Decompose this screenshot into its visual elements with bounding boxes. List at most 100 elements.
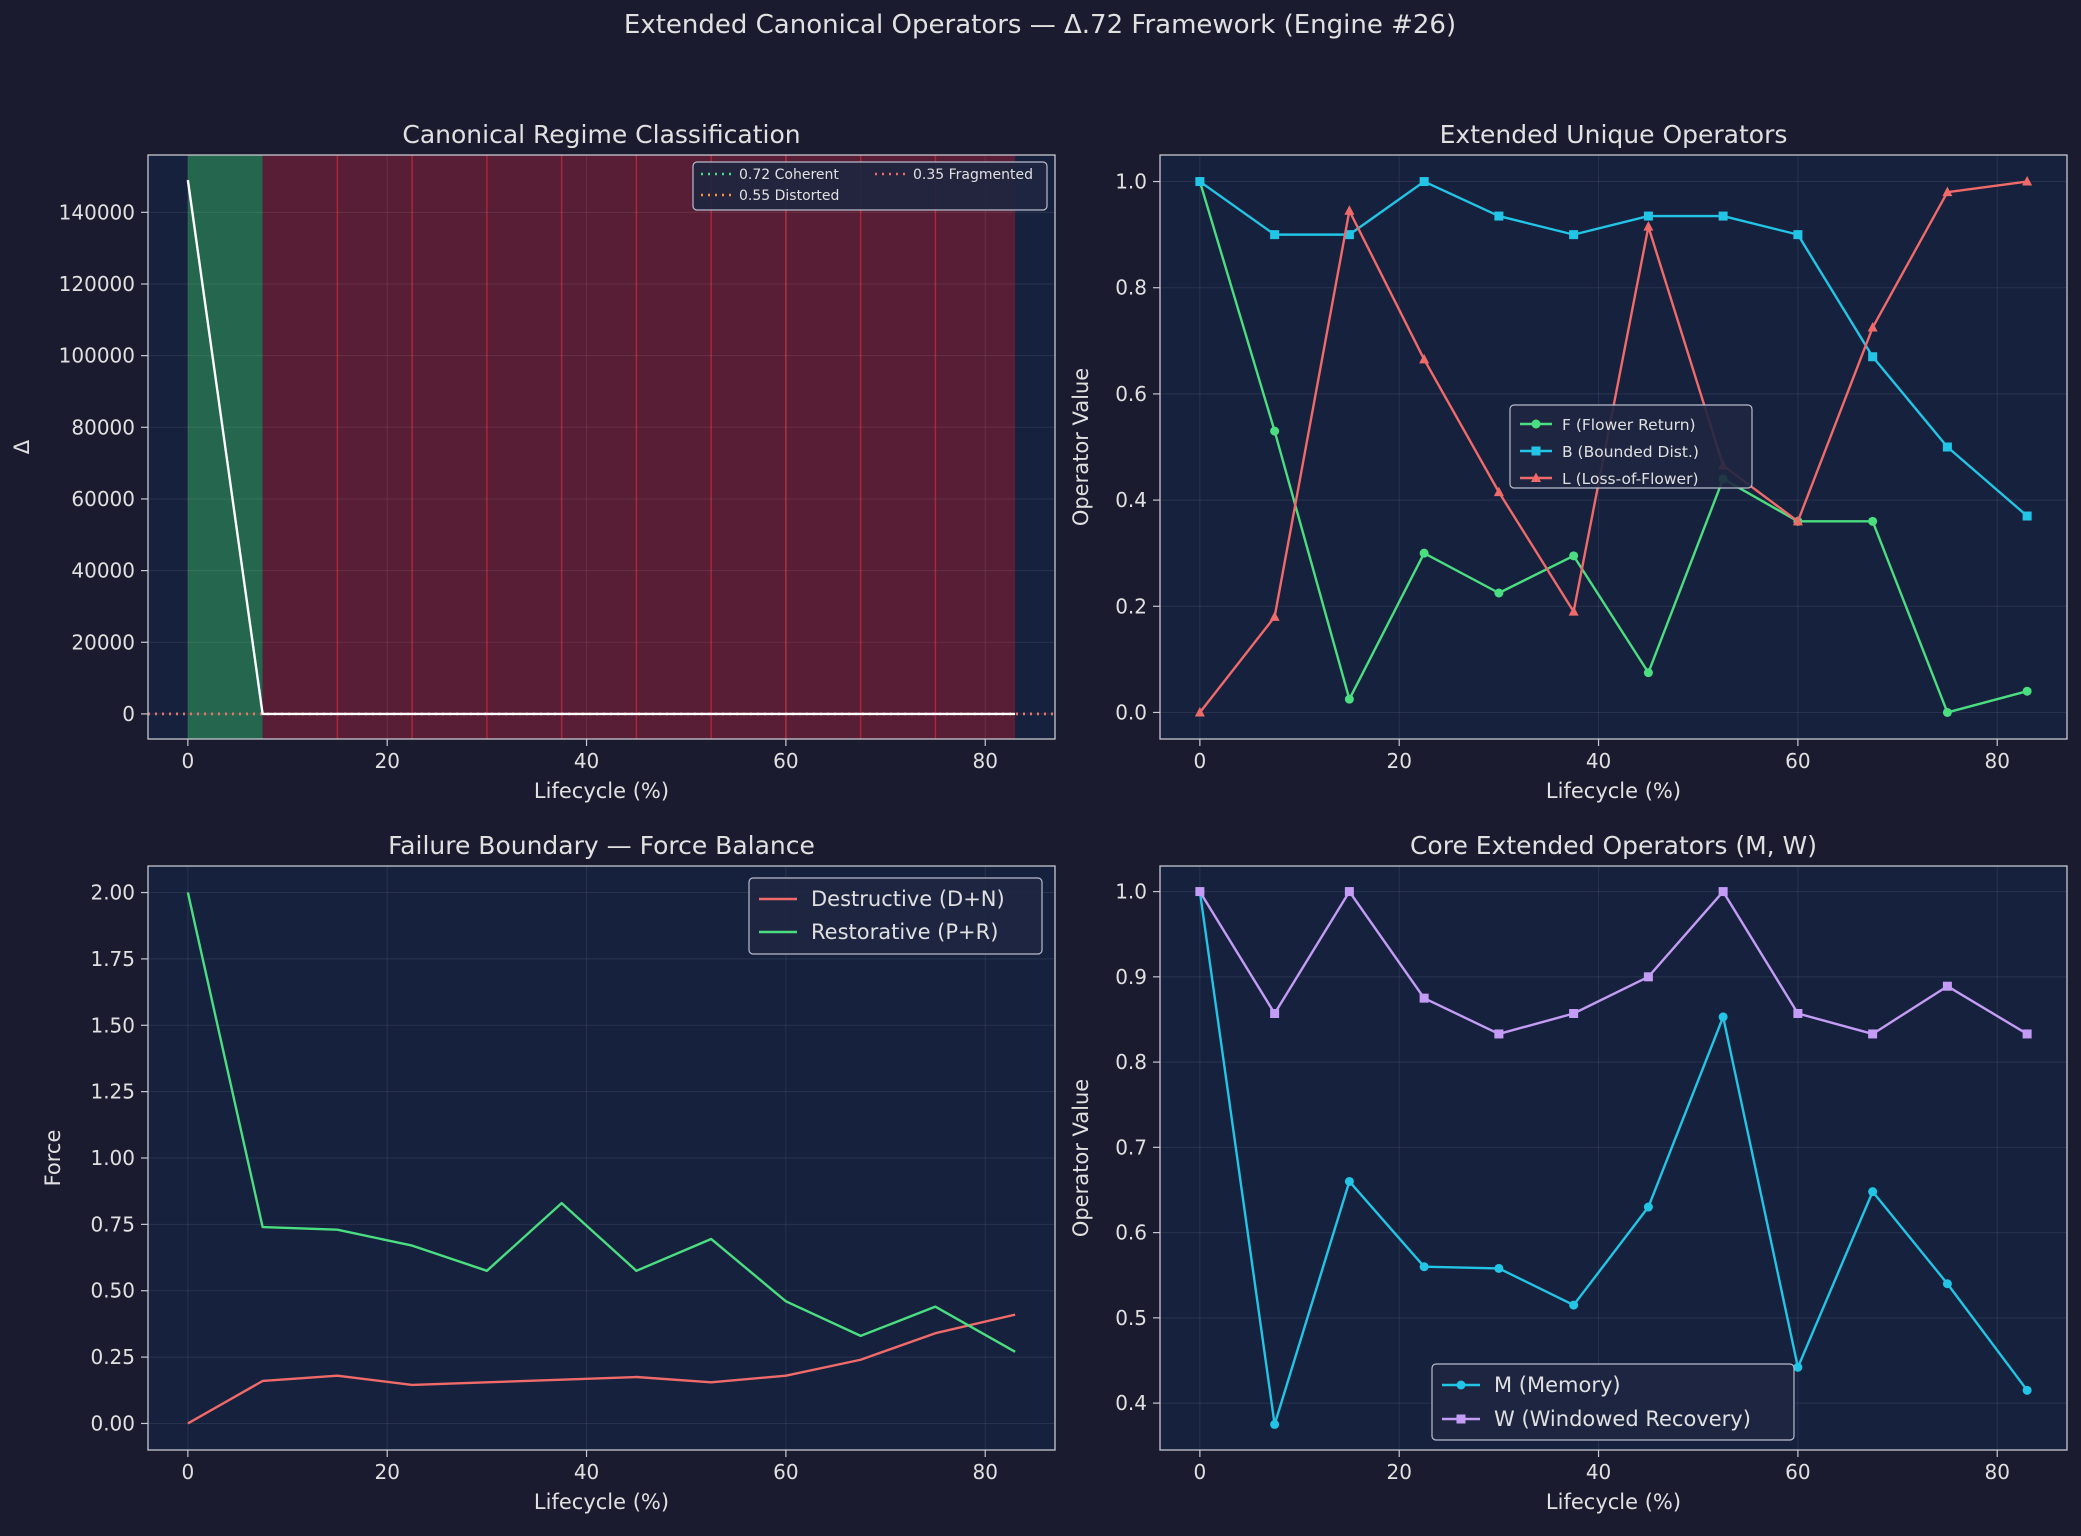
legend-label: B (Bounded Dist.) <box>1562 443 1699 461</box>
x-tick-label: 40 <box>1586 749 1611 773</box>
y-tick-label: 0.25 <box>90 1345 135 1369</box>
y-tick-label: 100000 <box>59 344 135 368</box>
data-point <box>1270 1419 1280 1429</box>
data-point <box>1419 993 1429 1003</box>
data-point <box>1718 211 1728 221</box>
axes-title: Core Extended Operators (M, W) <box>1410 831 1817 860</box>
x-tick-label: 80 <box>973 1460 998 1484</box>
y-tick-label: 0.4 <box>1115 488 1147 512</box>
legend-marker <box>1456 1414 1466 1424</box>
y-tick-label: 120000 <box>59 272 135 296</box>
y-tick-label: 60000 <box>71 487 135 511</box>
data-point <box>1270 1008 1280 1018</box>
data-point <box>1718 887 1728 897</box>
data-point <box>1269 611 1280 621</box>
data-point <box>1270 230 1280 240</box>
x-tick-label: 20 <box>1386 749 1411 773</box>
data-point <box>2022 1029 2032 1039</box>
data-point <box>1569 230 1579 240</box>
x-tick-label: 0 <box>182 1460 195 1484</box>
x-axis-label: Lifecycle (%) <box>534 779 669 803</box>
data-point <box>1419 1262 1429 1272</box>
data-point <box>1867 322 1878 332</box>
data-point <box>1942 981 1952 991</box>
x-tick-label: 60 <box>1785 749 1810 773</box>
legend-label: W (Windowed Recovery) <box>1494 1407 1751 1431</box>
y-tick-label: 0.6 <box>1115 382 1147 406</box>
x-tick-label: 0 <box>1194 749 1207 773</box>
figure-suptitle: Extended Canonical Operators — Δ.72 Fram… <box>624 10 1456 40</box>
y-tick-label: 0.9 <box>1115 965 1147 989</box>
data-point <box>1494 211 1504 221</box>
y-tick-label: 0.8 <box>1115 276 1147 300</box>
data-point <box>2022 176 2033 186</box>
data-point <box>1419 353 1430 364</box>
y-tick-label: 1.00 <box>90 1146 135 1170</box>
data-point <box>1643 1202 1653 1212</box>
axes-frame <box>147 154 1056 740</box>
data-point <box>2022 1385 2032 1395</box>
data-point <box>1493 486 1504 497</box>
data-point <box>1942 707 1952 717</box>
data-point <box>1793 230 1803 240</box>
legend-label: L (Loss-of-Flower) <box>1562 470 1699 488</box>
legend <box>692 161 1048 211</box>
series-line-m <box>1198 891 2029 1426</box>
y-tick-label: 0.5 <box>1115 1306 1147 1330</box>
y-tick-label: 0.50 <box>90 1279 135 1303</box>
data-point <box>1569 1008 1579 1018</box>
legend <box>1431 1363 1795 1441</box>
y-tick-label: 0.75 <box>90 1212 135 1236</box>
x-tick-label: 40 <box>574 749 599 773</box>
data-point <box>1569 1300 1579 1310</box>
series-line-b <box>1199 180 2028 517</box>
y-tick-label: 0.4 <box>1115 1391 1147 1415</box>
data-point <box>1344 887 1354 897</box>
data-point <box>1195 887 1205 897</box>
data-point <box>1643 972 1653 982</box>
x-tick-label: 80 <box>973 749 998 773</box>
y-tick-label: 0.8 <box>1115 1050 1147 1074</box>
x-tick-label: 20 <box>374 1460 399 1484</box>
data-point <box>1344 694 1354 704</box>
legend-label: Destructive (D+N) <box>811 887 1005 911</box>
y-tick-label: 20000 <box>71 630 135 654</box>
y-axis-label: Operator Value <box>1069 368 1093 526</box>
x-tick-label: 0 <box>1194 1460 1207 1484</box>
x-tick-label: 80 <box>1985 749 2010 773</box>
y-tick-label: 80000 <box>71 415 135 439</box>
data-point <box>1942 1279 1952 1289</box>
data-point <box>1344 1176 1354 1186</box>
data-point <box>1792 515 1803 526</box>
y-tick-label: 0.7 <box>1115 1135 1147 1159</box>
data-point <box>1643 221 1654 231</box>
x-tick-label: 40 <box>574 1460 599 1484</box>
legend-label: 0.35 Fragmented <box>913 167 1033 183</box>
x-axis-label: Lifecycle (%) <box>534 1490 669 1514</box>
legend-marker <box>1531 446 1541 456</box>
data-point <box>1868 516 1878 526</box>
panel-extended-unique-operators: 0 20 40 60 80 0.0 0.2 0.4 0.6 0.8 1.0 Extended Uniq… <box>1069 120 2068 803</box>
data-point <box>1568 606 1579 616</box>
y-tick-label: 0 <box>122 702 135 726</box>
y-tick-label: 1.0 <box>1115 880 1147 904</box>
panel-force-balance: 0 20 40 60 80 0.00 0.25 0.50 0.75 1.00 1.25 1.50 1.7… <box>41 831 1056 1514</box>
legend-marker <box>1531 472 1541 482</box>
y-tick-label: 2.00 <box>90 881 135 905</box>
legend-label: Restorative (P+R) <box>811 920 998 944</box>
axes-title: Extended Unique Operators <box>1440 120 1788 149</box>
panel-core-extended-operators: 0 20 40 60 80 0.4 0.5 0.6 0.7 0.8 0.9 1.0 Core Exten… <box>1069 831 2068 1514</box>
legend-label: M (Memory) <box>1494 1373 1621 1397</box>
plot-area <box>1160 866 2067 1450</box>
legend <box>1509 404 1753 489</box>
x-tick-label: 60 <box>773 749 798 773</box>
data-point <box>1270 426 1280 436</box>
regime-span-fragmented <box>262 155 1016 739</box>
data-point <box>1419 548 1429 558</box>
y-tick-label: 0.6 <box>1115 1221 1147 1245</box>
data-point <box>1494 1029 1504 1039</box>
series-line-destructive <box>187 1313 1016 1425</box>
x-tick-label: 0 <box>182 749 195 773</box>
data-point <box>2022 686 2032 696</box>
